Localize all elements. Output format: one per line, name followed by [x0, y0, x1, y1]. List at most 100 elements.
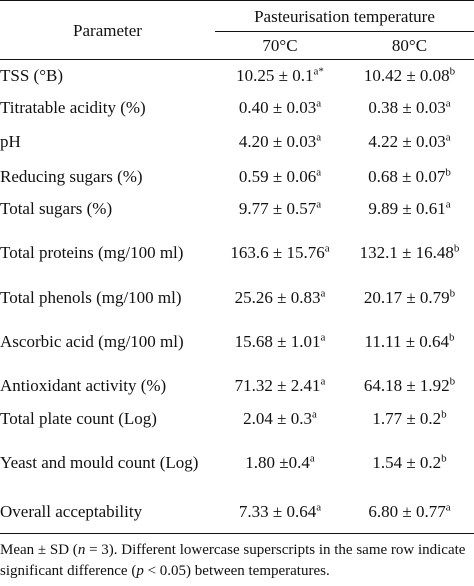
header-cell: 80°C — [391, 36, 428, 55]
cell-value: 0.59 ± 0.06 — [238, 166, 317, 186]
footnote-text: = 3). Different lowercase superscripts i… — [0, 542, 466, 579]
footnote-text: Mean ± SD ( — [0, 542, 78, 558]
parameter-cell: Reducing sugars (%) — [0, 166, 143, 186]
significance-letter: a* — [313, 65, 324, 78]
value-cell: 9.89 ± 0.61a — [345, 193, 474, 225]
significance-letter: a — [316, 131, 322, 144]
significance-letter: a — [309, 452, 315, 465]
footnote-text: < 0.05) between temperatures. — [143, 563, 330, 579]
significance-letter: b — [449, 65, 456, 78]
significance-letter: a — [320, 375, 326, 388]
data-table: Parameter Pasteurisation temperature 70°… — [0, 0, 474, 534]
parameter-cell: Antioxidant activity (%) — [0, 376, 167, 395]
footnote-text: p — [136, 563, 144, 579]
table-row: TSS (°B) 10.25 ± 0.1a* 10.42 ± 0.08b — [0, 60, 474, 92]
table-row: Total proteins (mg/100 ml) 163.6 ± 15.76a… — [0, 225, 474, 281]
table-row: Reducing sugars (%) 0.59 ± 0.06a 0.68 ± 0.… — [0, 160, 474, 193]
value-cell: 1.77 ± 0.2b — [345, 402, 474, 436]
cell-value: 11.11 ± 0.64 — [364, 332, 450, 351]
table-row: Yeast and mould count (Log) 1.80 ±0.4a 1.5… — [0, 436, 474, 490]
value-cell: 20.17 ± 0.79b — [345, 281, 474, 314]
value-cell: 64.18 ± 1.92b — [345, 370, 474, 402]
value-cell: 132.1 ± 16.48b — [345, 225, 474, 281]
significance-letter: a — [445, 198, 451, 211]
value-cell: 0.68 ± 0.07b — [345, 160, 474, 193]
table-row: Total plate count (Log) 2.04 ± 0.3a 1.77 ±… — [0, 402, 474, 436]
parameter-cell: Total plate count (Log) — [0, 409, 157, 428]
table-row: pH 4.20 ± 0.03a 4.22 ± 0.03a — [0, 124, 474, 160]
header-cell: 70°C — [262, 36, 298, 55]
table-row: Antioxidant activity (%) 71.32 ± 2.41a 64.… — [0, 370, 474, 402]
value-cell: 1.80 ±0.4a — [215, 436, 345, 490]
significance-letter: a — [316, 165, 322, 178]
parameter-cell: pH — [0, 132, 21, 151]
value-cell: 7.33 ± 0.64a — [215, 490, 345, 534]
value-cell: 163.6 ± 15.76a — [215, 225, 345, 281]
cell-value: 2.04 ± 0.3 — [243, 409, 312, 428]
cell-value: 163.6 ± 15.76 — [230, 243, 325, 262]
parameter-cell: TSS (°B) — [0, 66, 64, 86]
significance-letter: b — [441, 408, 447, 421]
significance-letter: b — [445, 165, 451, 178]
significance-letter: a — [445, 131, 451, 144]
significance-letter: b — [449, 375, 456, 388]
value-cell: 2.04 ± 0.3a — [215, 402, 345, 436]
table-body: TSS (°B) 10.25 ± 0.1a* 10.42 ± 0.08b Titrat… — [0, 60, 474, 534]
parameter-cell: Total phenols (mg/100 ml) — [0, 287, 182, 307]
footnote: Mean ± SD (n = 3). Different lowercase s… — [0, 540, 474, 582]
cell-value: 25.26 ± 0.83 — [234, 287, 321, 307]
cell-value: 71.32 ± 2.41 — [234, 376, 321, 395]
significance-letter: b — [441, 452, 447, 465]
cell-value: 4.22 ± 0.03 — [368, 132, 446, 151]
value-cell: 0.38 ± 0.03a — [345, 92, 474, 124]
cell-value: 15.68 ± 1.01 — [234, 332, 321, 351]
value-cell: 9.77 ± 0.57a — [215, 193, 345, 225]
significance-letter: a — [311, 408, 317, 421]
parameter-cell: Overall acceptability — [0, 501, 143, 521]
cell-value: 0.38 ± 0.03 — [368, 98, 446, 117]
cell-value: 7.33 ± 0.64 — [238, 501, 317, 521]
cell-value: 0.68 ± 0.07 — [368, 166, 446, 186]
header-cell: Parameter — [73, 20, 142, 40]
parameter-cell: Ascorbic acid (mg/100 ml) — [0, 332, 184, 351]
cell-value: 0.40 ± 0.03 — [238, 98, 317, 117]
cell-value: 4.20 ± 0.03 — [238, 132, 317, 151]
significance-letter: a — [324, 242, 330, 255]
cell-value: 10.42 ± 0.08 — [363, 66, 450, 86]
significance-letter: a — [445, 97, 451, 110]
table-row: Ascorbic acid (mg/100 ml) 15.68 ± 1.01a 11… — [0, 314, 474, 370]
cell-value: 1.54 ± 0.2 — [372, 453, 442, 472]
cell-value: 20.17 ± 0.79 — [363, 287, 450, 307]
value-cell: 0.59 ± 0.06a — [215, 160, 345, 193]
significance-letter: b — [449, 286, 456, 299]
significance-letter: a — [316, 198, 322, 211]
significance-letter: a — [316, 501, 322, 514]
cell-value: 132.1 ± 16.48 — [359, 243, 454, 262]
value-cell: 4.20 ± 0.03a — [215, 124, 345, 160]
significance-letter: a — [445, 501, 451, 514]
value-cell: 10.25 ± 0.1a* — [215, 60, 345, 92]
parameter-cell: Total proteins (mg/100 ml) — [0, 243, 184, 262]
cell-value: 1.77 ± 0.2 — [372, 409, 442, 428]
table-row: Total sugars (%) 9.77 ± 0.57a 9.89 ± 0.61a — [0, 193, 474, 225]
value-cell: 1.54 ± 0.2b — [345, 436, 474, 490]
value-cell: 15.68 ± 1.01a — [215, 314, 345, 370]
footnote-text: n — [77, 542, 86, 558]
table-row: Overall acceptability 7.33 ± 0.64a 6.80 ± … — [0, 490, 474, 534]
cell-value: 6.80 ± 0.77 — [368, 501, 446, 521]
value-cell: 11.11 ± 0.64b — [345, 314, 474, 370]
cell-value: 9.89 ± 0.61 — [368, 199, 446, 218]
value-cell: 4.22 ± 0.03a — [345, 124, 474, 160]
table-row: Titratable acidity (%) 0.40 ± 0.03a 0.38 ±… — [0, 92, 474, 124]
parameter-cell: Total sugars (%) — [0, 199, 113, 218]
significance-letter: b — [449, 331, 455, 344]
parameter-cell: Titratable acidity (%) — [0, 98, 146, 117]
value-cell: 25.26 ± 0.83a — [215, 281, 345, 314]
cell-value: 64.18 ± 1.92 — [363, 376, 450, 395]
value-cell: 10.42 ± 0.08b — [345, 60, 474, 92]
cell-value: 9.77 ± 0.57 — [238, 199, 317, 218]
value-cell: 0.40 ± 0.03a — [215, 92, 345, 124]
cell-value: 1.80 ±0.4 — [245, 453, 310, 472]
cell-value: 10.25 ± 0.1 — [236, 66, 314, 86]
